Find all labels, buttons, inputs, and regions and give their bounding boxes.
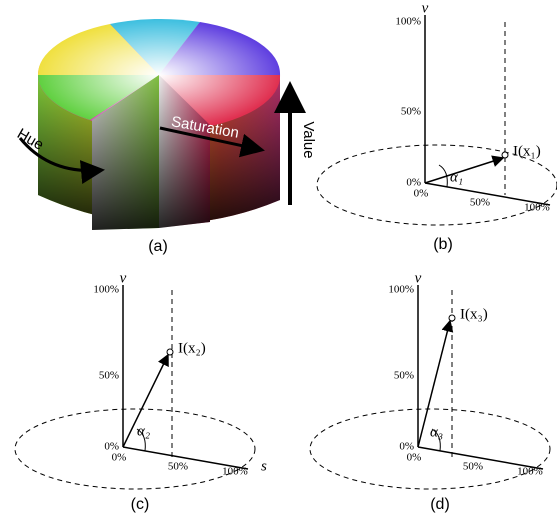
s-tick-label: 0% [112, 452, 127, 464]
v-tick-label: 50% [99, 370, 119, 382]
s-tick-label: 100% [222, 466, 248, 478]
figure: Hue Saturation Value (a) v100%50%0%0%50%… [0, 0, 557, 526]
s-label: s [261, 458, 267, 474]
point-label: I(x₃) [460, 306, 488, 322]
s-tick-label: 100% [524, 202, 550, 214]
s-tick-label: 0% [414, 188, 429, 200]
point [167, 349, 173, 355]
angle-label: α₁ [450, 169, 463, 185]
caption: (b) [433, 236, 453, 253]
caption: (d) [430, 496, 450, 513]
s-tick-label: 50% [168, 461, 188, 473]
v-label: v [120, 270, 127, 286]
s-tick-label: 0% [407, 452, 422, 464]
s-tick-label: 50% [470, 197, 490, 209]
caption: (c) [131, 496, 150, 513]
point-label: I(x₂) [178, 340, 206, 356]
v-tick-label: 50% [394, 370, 414, 382]
point [502, 152, 508, 158]
angle-label: α₂ [137, 423, 150, 439]
v-label: v [415, 270, 422, 286]
vector [425, 158, 503, 183]
v-tick-label: 50% [401, 106, 421, 118]
value-label: Value [300, 121, 317, 158]
v-tick-label: 100% [93, 284, 119, 296]
v-label: v [422, 0, 429, 16]
v-tick-label: 100% [395, 16, 421, 28]
caption: (a) [148, 238, 168, 255]
hsv-cylinder: Hue Saturation Value [14, 19, 317, 230]
point [449, 315, 455, 321]
angle-label: α₃ [430, 424, 443, 440]
s-tick-label: 100% [517, 466, 543, 478]
point-label: I(x₁) [513, 143, 541, 159]
s-tick-label: 50% [463, 461, 483, 473]
v-tick-label: 100% [388, 284, 414, 296]
